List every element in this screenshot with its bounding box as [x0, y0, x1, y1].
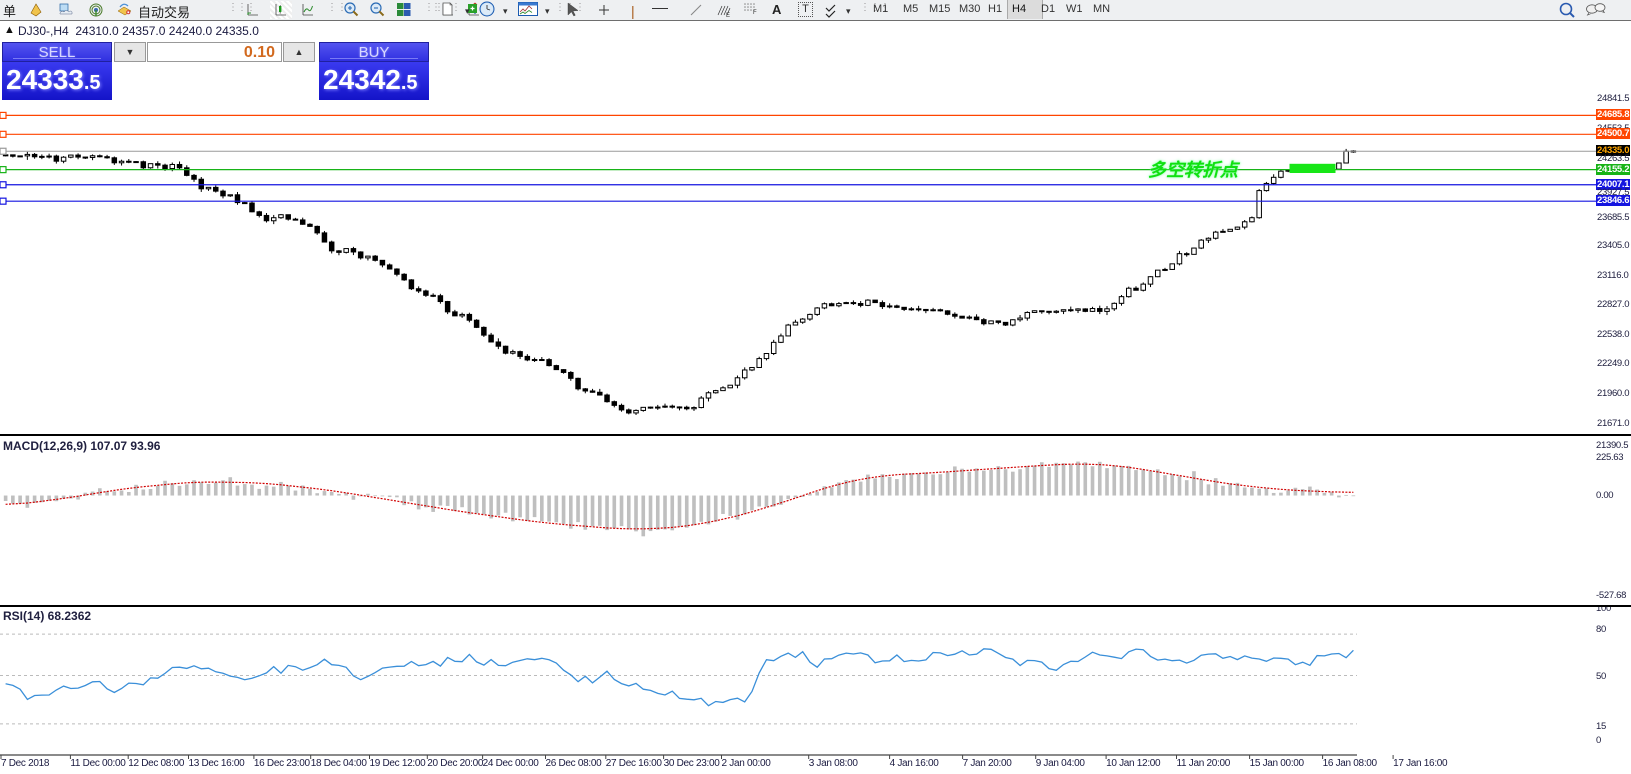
svg-text:E: E — [726, 13, 730, 18]
svg-text:F: F — [753, 10, 757, 15]
